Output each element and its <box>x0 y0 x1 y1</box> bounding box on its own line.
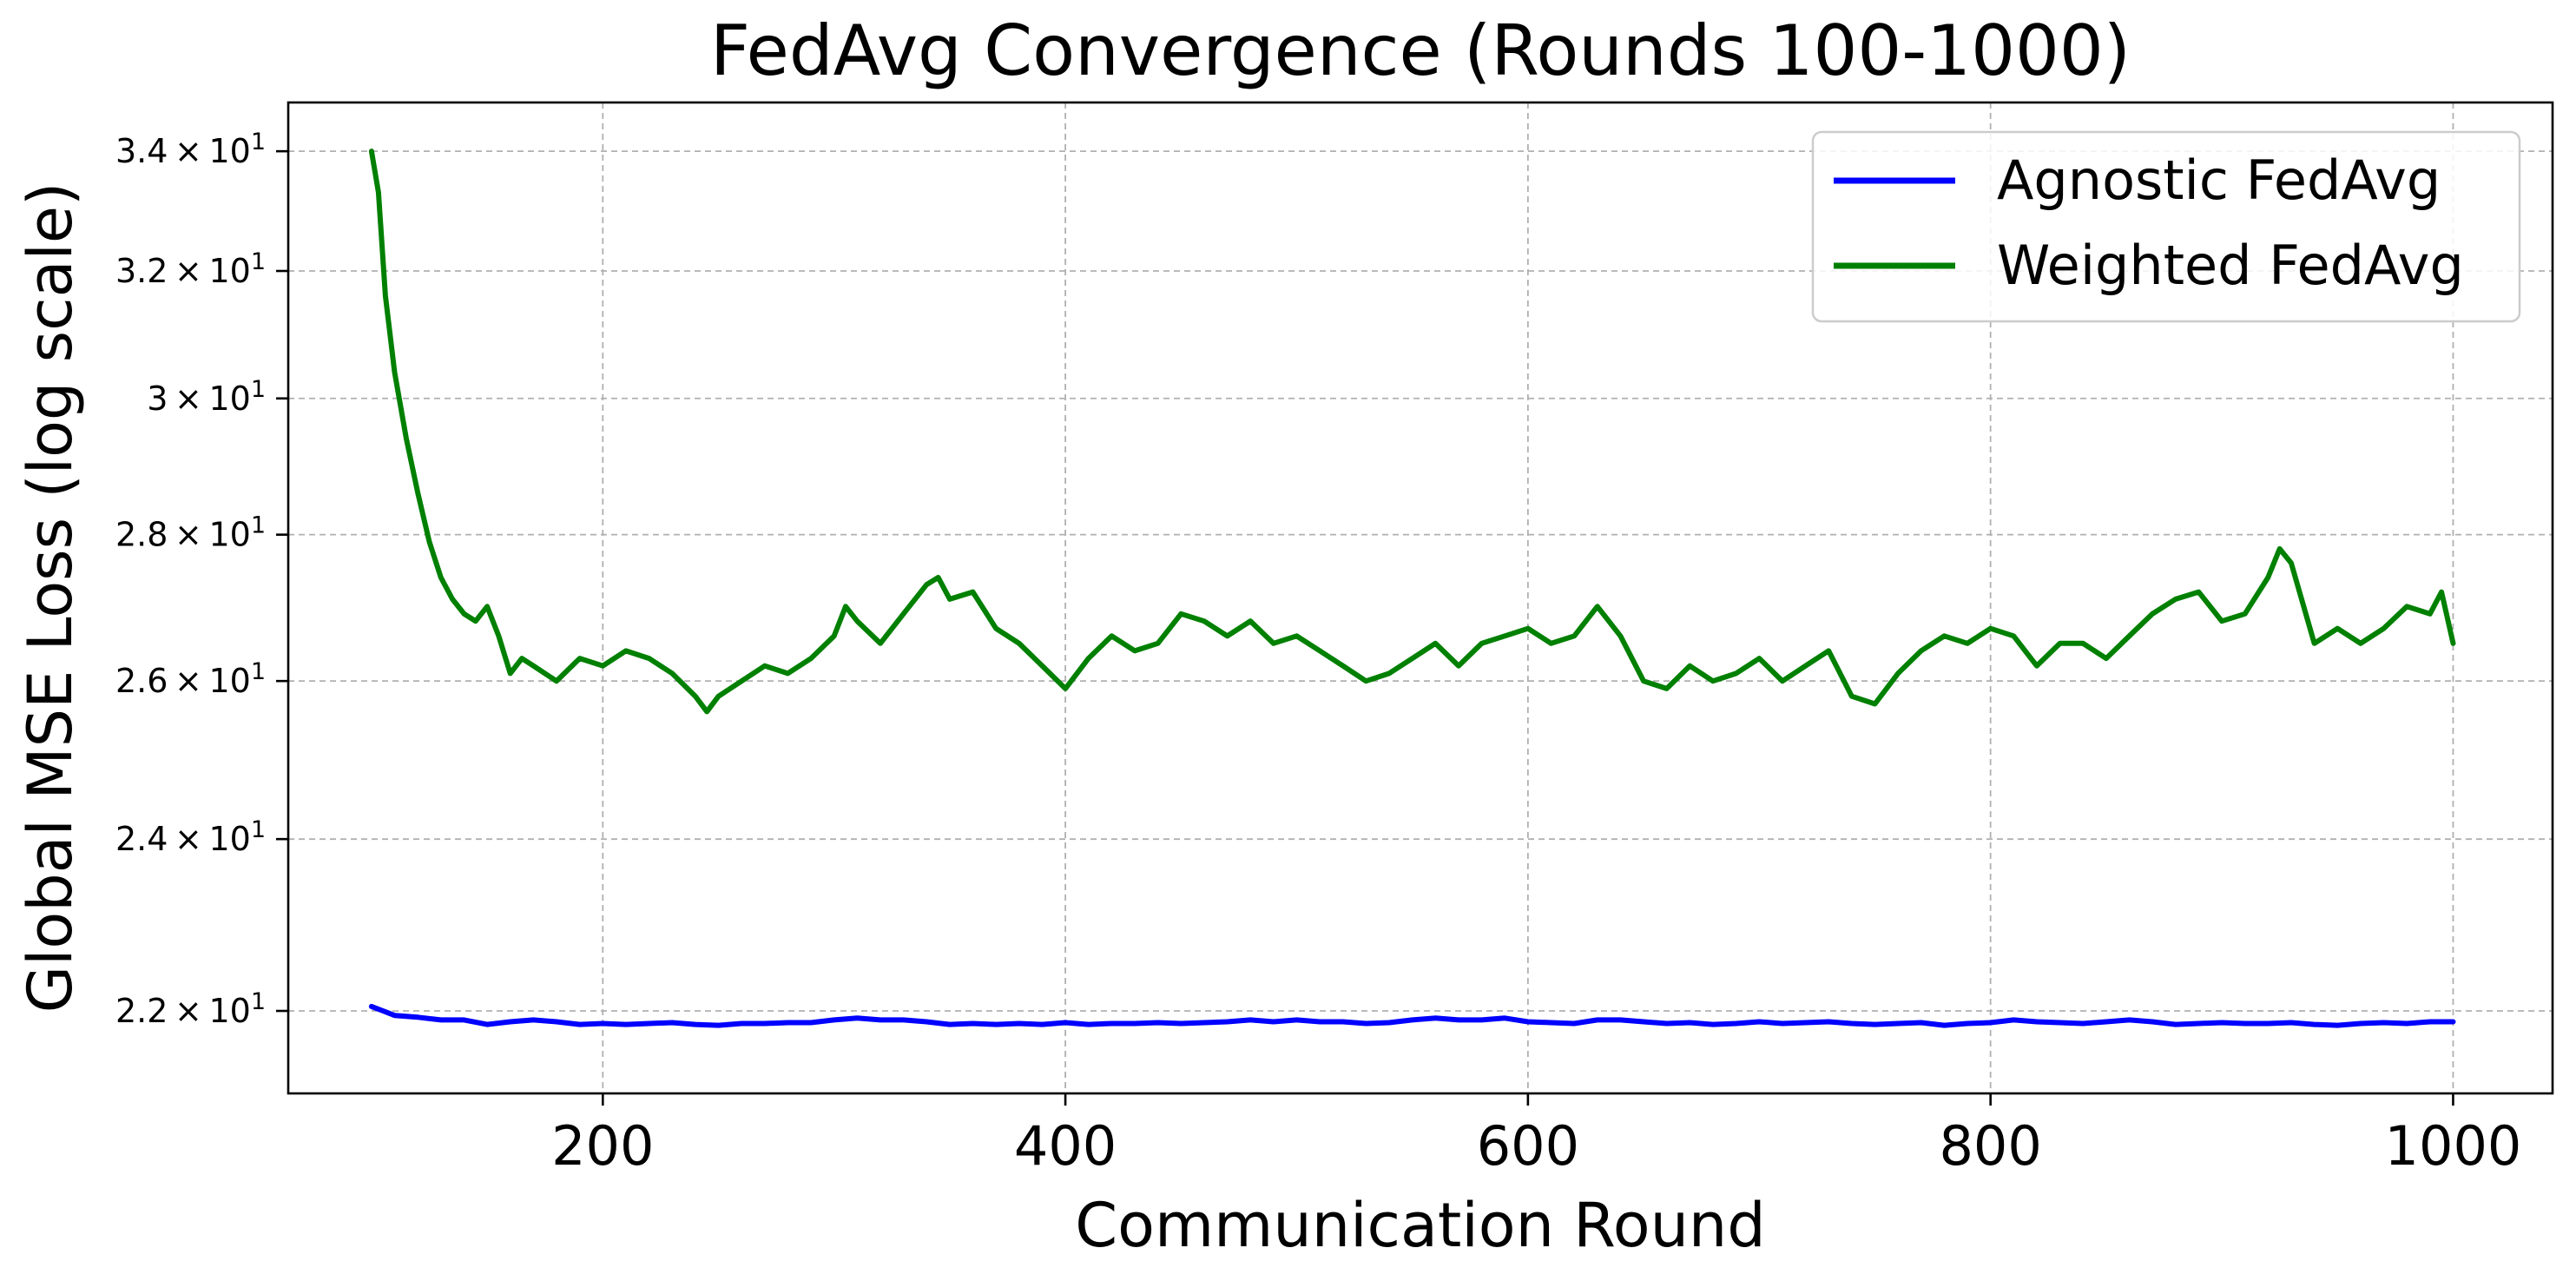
x-tick-label: 400 <box>1014 1114 1117 1178</box>
plot-lines <box>368 149 2456 1028</box>
y-tick-label: 2.2 × 101 <box>115 988 266 1030</box>
y-tick-label: 3.2 × 101 <box>115 248 266 290</box>
chart-title: FedAvg Convergence (Rounds 100-1000) <box>710 10 2131 91</box>
x-tick-label: 200 <box>551 1114 654 1178</box>
series-line-agnostic-fedavg <box>368 1003 2456 1028</box>
x-tick-label: 600 <box>1477 1114 1579 1178</box>
y-tick-label: 2.8 × 101 <box>115 512 266 554</box>
x-axis: 200 400 600 800 1000 <box>551 1093 2521 1178</box>
plot-frame <box>287 101 2554 1095</box>
y-tick-label: 3.4 × 101 <box>115 129 266 170</box>
x-axis-label: Communication Round <box>1075 1190 1765 1261</box>
legend-label-agnostic: Agnostic FedAvg <box>1997 149 2441 212</box>
y-tick-label: 2.4 × 101 <box>115 816 266 858</box>
x-tick-label: 1000 <box>2385 1114 2522 1178</box>
x-tick-label: 800 <box>1939 1114 2041 1178</box>
y-tick-label: 3 × 101 <box>147 376 266 418</box>
y-axis: 2.2 × 101 2.4 × 101 2.6 × 101 2.8 × 101 3 × … <box>115 129 288 1030</box>
y-axis-label: Global MSE Loss (log scale) <box>15 182 86 1014</box>
legend-box <box>1811 130 2521 323</box>
legend-label-weighted: Weighted FedAvg <box>1997 234 2464 297</box>
legend: Agnostic FedAvg Weighted FedAvg <box>1811 130 2521 323</box>
y-tick-label: 2.6 × 101 <box>115 658 266 700</box>
series-line-weighted-fedavg <box>368 149 2456 715</box>
